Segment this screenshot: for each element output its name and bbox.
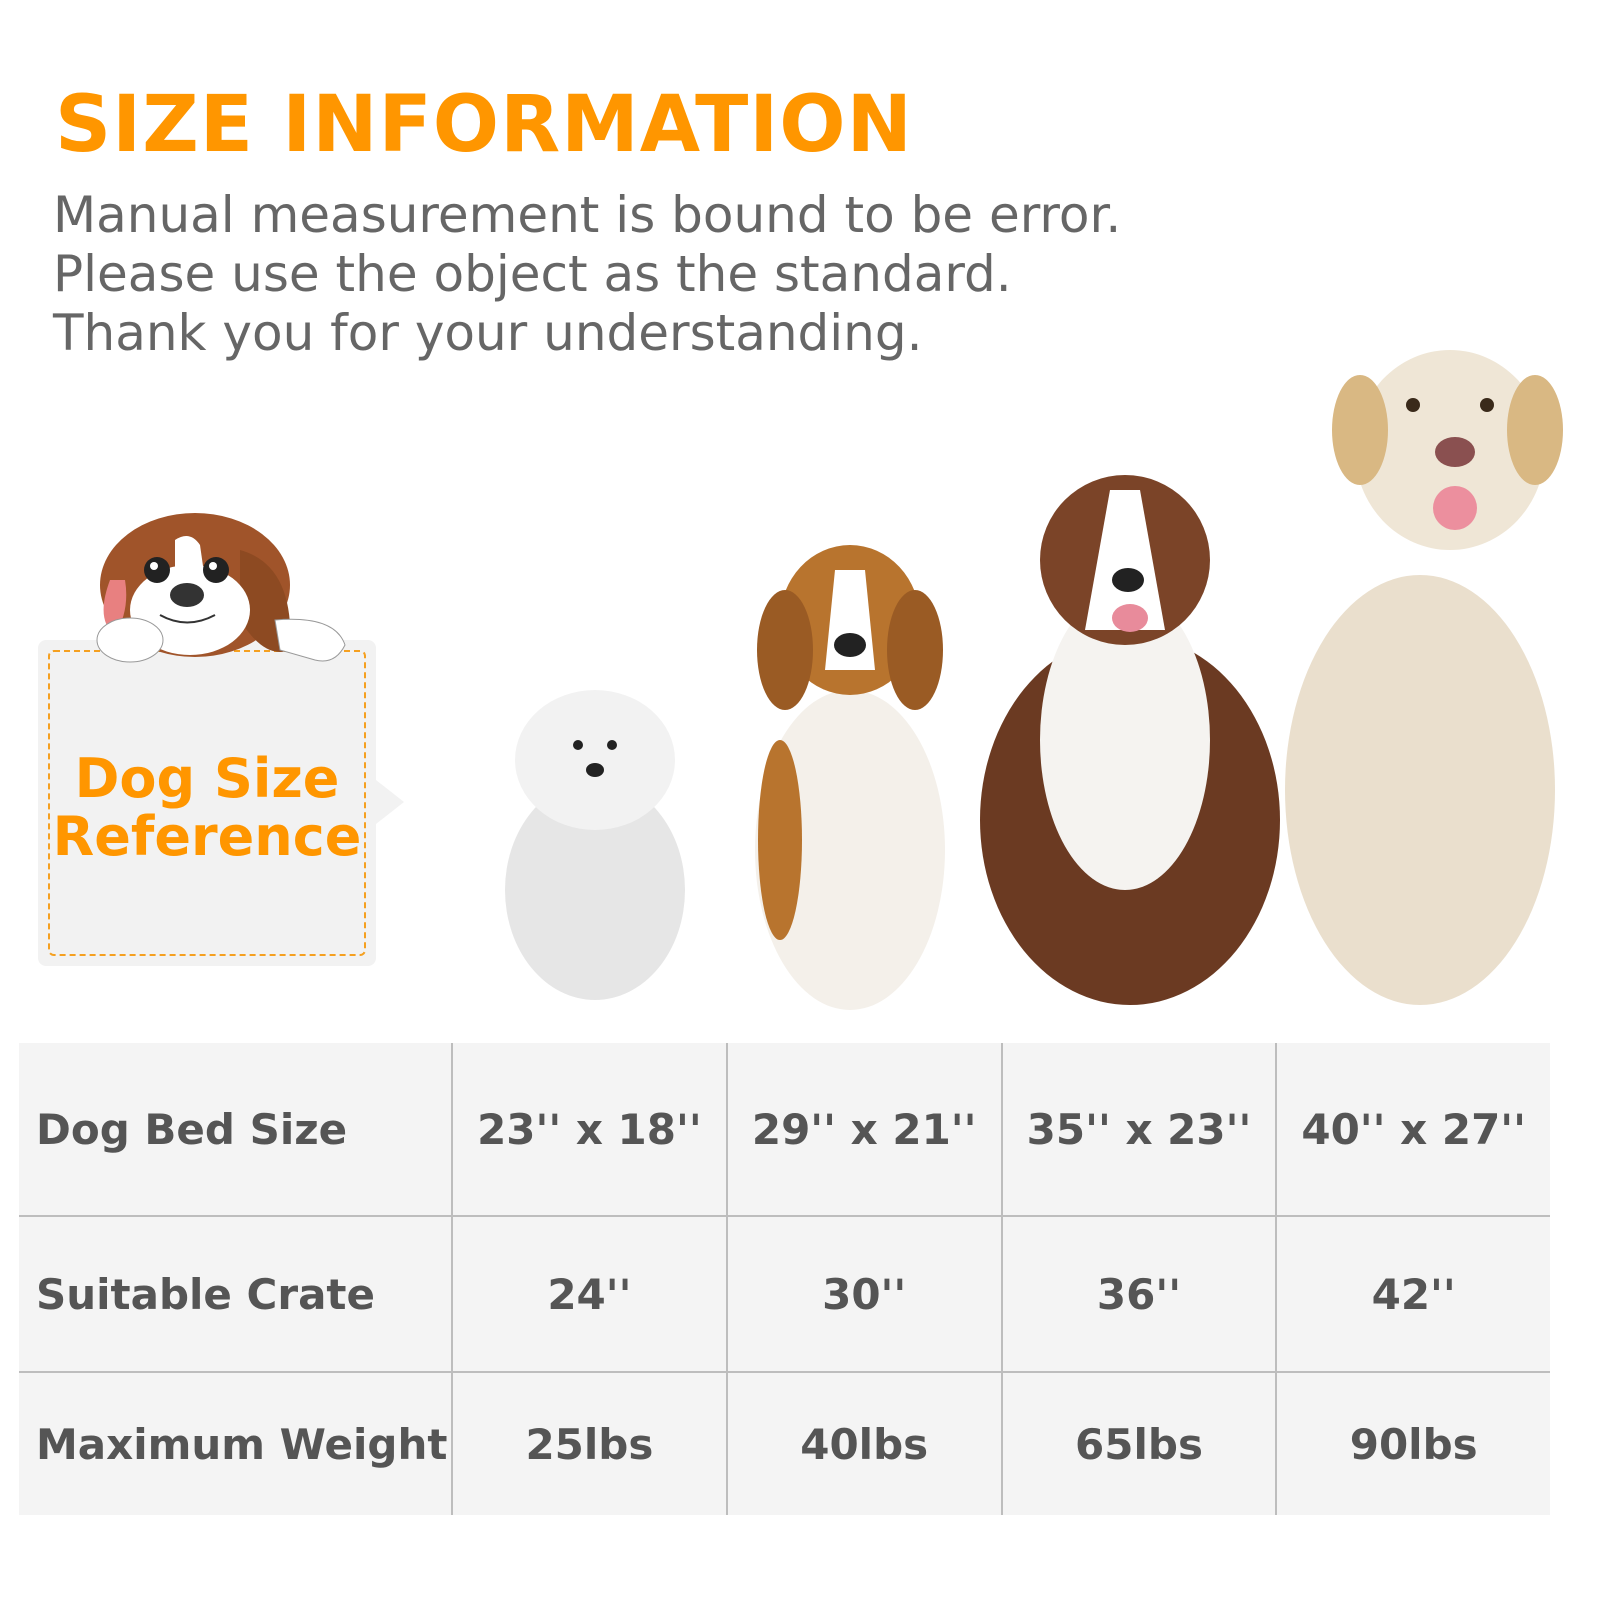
- row-label: Maximum Weight: [19, 1371, 453, 1515]
- dog-size-reference-card: Dog Size Reference: [38, 640, 404, 966]
- bichon-poodle-icon: [505, 690, 685, 1000]
- table-cell: 40lbs: [725, 1371, 1003, 1515]
- table-cell: 42'': [1275, 1215, 1550, 1373]
- note-line: Manual measurement is bound to be error.: [53, 186, 1122, 244]
- table-cell: 24'': [451, 1215, 728, 1373]
- card-label-line: Dog Size: [74, 747, 340, 810]
- card-pointer: [376, 780, 404, 824]
- row-label: Dog Bed Size: [19, 1043, 453, 1217]
- card-label-line: Reference: [52, 805, 362, 868]
- table-cell: 29'' x 21'': [725, 1043, 1003, 1217]
- card-label: Dog Size Reference: [38, 750, 376, 866]
- note-line: Thank you for your understanding.: [53, 304, 923, 362]
- table-cell: 25lbs: [451, 1371, 728, 1515]
- table-cell: 40'' x 27'': [1275, 1043, 1550, 1217]
- labrador-icon: [1285, 350, 1563, 1005]
- page-title: SIZE INFORMATION: [55, 80, 913, 170]
- table-cell: 30'': [725, 1215, 1003, 1373]
- dog-photos: [505, 350, 1563, 1010]
- border-collie-icon: [980, 475, 1280, 1005]
- table-row: Maximum Weight 25lbs 40lbs 65lbs 90lbs: [19, 1371, 1550, 1515]
- table-cell: 36'': [1000, 1215, 1278, 1373]
- table-cell: 90lbs: [1275, 1371, 1550, 1515]
- table-row: Dog Bed Size 23'' x 18'' 29'' x 21'' 35'' x…: [19, 1043, 1550, 1217]
- cartoon-beagle-icon: [96, 513, 346, 663]
- measurement-note: Manual measurement is bound to be error.…: [53, 186, 1121, 363]
- table-cell: 65lbs: [1000, 1371, 1278, 1515]
- row-label: Suitable Crate: [19, 1215, 453, 1373]
- table-cell: 23'' x 18'': [451, 1043, 728, 1217]
- table-cell: 35'' x 23'': [1000, 1043, 1278, 1217]
- note-line: Please use the object as the standard.: [53, 245, 1012, 303]
- size-table: Dog Bed Size 23'' x 18'' 29'' x 21'' 35'' x…: [19, 1043, 1550, 1515]
- beagle-icon: [755, 545, 945, 1010]
- table-row: Suitable Crate 24'' 30'' 36'' 42'': [19, 1215, 1550, 1373]
